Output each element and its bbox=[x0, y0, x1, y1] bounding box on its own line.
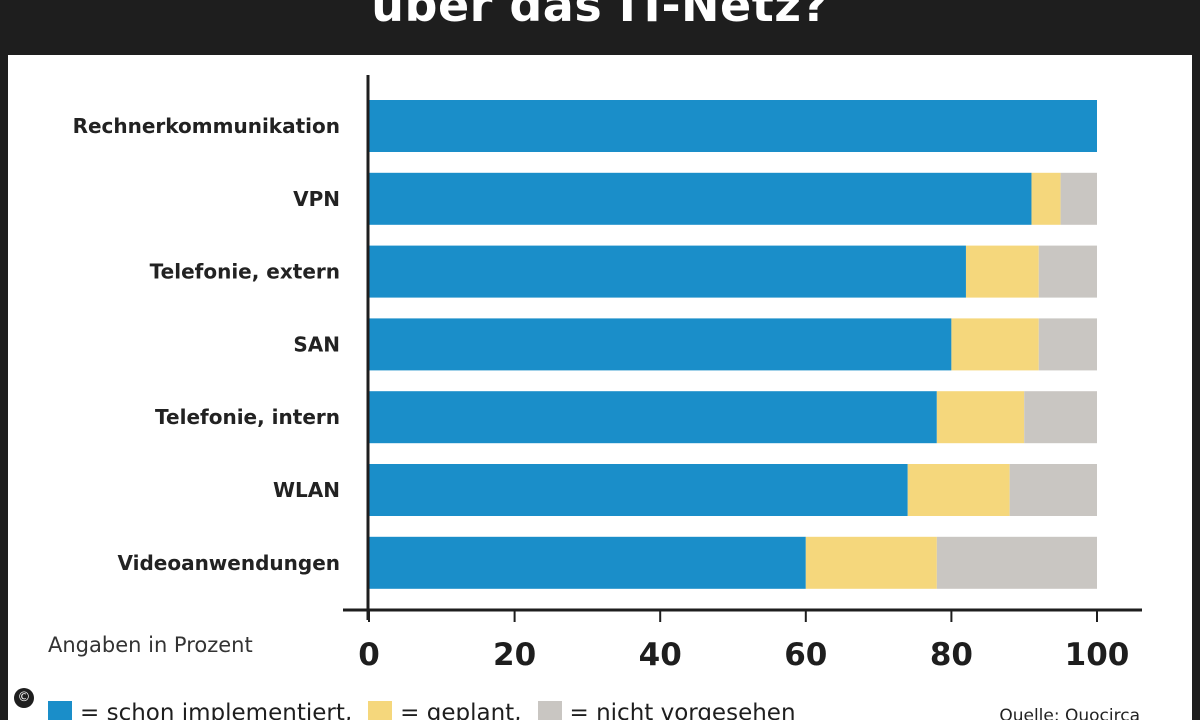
bar-implemented-3 bbox=[369, 318, 952, 371]
category-label: Telefonie, extern bbox=[150, 260, 340, 284]
unit-note: Angaben in Prozent bbox=[48, 633, 253, 657]
source-note: Quelle: Quocirca bbox=[999, 706, 1140, 720]
bar-planned-2 bbox=[965, 245, 1039, 298]
category-label: Telefonie, intern bbox=[155, 405, 340, 429]
title-bar: über das IT-Netz? bbox=[0, 0, 1200, 55]
legend-label-not-planned: = nicht vorgesehen bbox=[569, 700, 796, 720]
x-tick-label: 40 bbox=[639, 637, 682, 673]
x-tick-label: 60 bbox=[784, 637, 827, 673]
bar-group bbox=[369, 100, 1097, 589]
x-tick-label: 20 bbox=[493, 637, 536, 673]
bar-planned-3 bbox=[951, 318, 1039, 371]
bar-chart: Rechnerkommunikation VPN Telefonie, extern… bbox=[73, 75, 1142, 673]
bar-planned-1 bbox=[1031, 172, 1061, 225]
bar-not-planned-3 bbox=[1038, 318, 1097, 371]
x-tick-label: 0 bbox=[358, 637, 380, 673]
category-label: Videoanwendungen bbox=[117, 551, 340, 575]
bar-implemented-6 bbox=[369, 536, 806, 589]
category-label: WLAN bbox=[273, 478, 340, 502]
bar-not-planned-6 bbox=[936, 536, 1097, 589]
copyright-icon: © bbox=[14, 688, 34, 708]
category-label: Rechnerkommunikation bbox=[73, 114, 340, 138]
bar-implemented-5 bbox=[369, 464, 908, 516]
bar-implemented-1 bbox=[369, 172, 1032, 225]
bar-implemented-0 bbox=[369, 100, 1097, 152]
legend-item-implemented: = schon implementiert, bbox=[48, 693, 352, 720]
legend-item-planned: = geplant, bbox=[368, 693, 522, 720]
category-labels: Rechnerkommunikation VPN Telefonie, extern… bbox=[73, 114, 340, 575]
bar-planned-4 bbox=[936, 391, 1025, 444]
legend-swatch-planned bbox=[368, 701, 393, 720]
x-tick-label: 80 bbox=[930, 637, 973, 673]
bar-not-planned-4 bbox=[1024, 391, 1097, 444]
legend: = schon implementiert, = geplant, = nich… bbox=[48, 693, 812, 720]
bar-implemented-2 bbox=[369, 245, 966, 298]
bar-not-planned-2 bbox=[1038, 245, 1097, 298]
bar-not-planned-5 bbox=[1009, 464, 1097, 516]
bar-not-planned-1 bbox=[1060, 172, 1097, 225]
bar-planned-6 bbox=[805, 536, 937, 589]
legend-swatch-not-planned bbox=[537, 701, 562, 720]
chart-title: über das IT-Netz? bbox=[371, 0, 829, 32]
x-tick-labels: 0 20 40 60 80 100 bbox=[358, 637, 1129, 673]
bar-implemented-4 bbox=[369, 391, 937, 444]
x-tick-label: 100 bbox=[1065, 637, 1130, 673]
x-ticks bbox=[368, 610, 1098, 622]
category-label: SAN bbox=[293, 332, 340, 356]
bar-planned-5 bbox=[907, 464, 1010, 516]
legend-label-implemented: = schon implementiert, bbox=[80, 700, 353, 720]
legend-label-planned: = geplant, bbox=[400, 700, 522, 720]
category-label: VPN bbox=[293, 187, 340, 211]
legend-swatch-implemented bbox=[48, 701, 72, 720]
legend-item-not-planned: = nicht vorgesehen bbox=[537, 693, 796, 720]
